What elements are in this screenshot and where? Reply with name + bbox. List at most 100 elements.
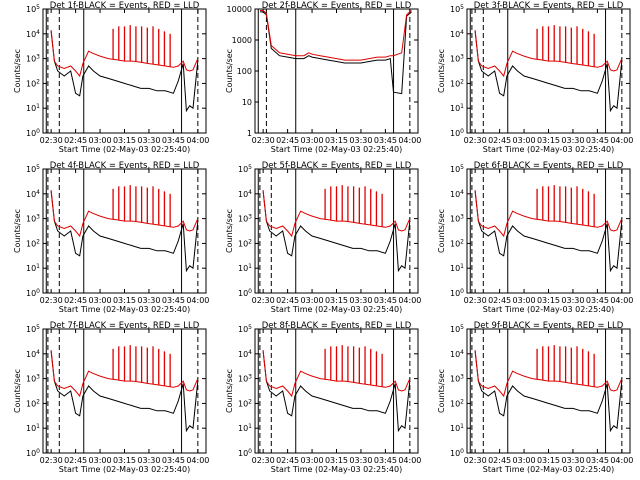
- x-tick-label: 03:00: [513, 296, 536, 305]
- x-axis-label: Start Time (02-May-03 02:25:40): [59, 145, 190, 154]
- y-tick-label: 103: [450, 374, 464, 384]
- chart-title: Det 4f-BLACK = Events, RED = LLD: [50, 161, 200, 171]
- y-tick-label: 101: [450, 103, 464, 113]
- x-axis-label: Start Time (02-May-03 02:25:40): [271, 465, 402, 474]
- x-axis-label: Start Time (02-May-03 02:25:40): [59, 465, 190, 474]
- x-tick-label: 04:00: [398, 136, 421, 145]
- events-series-line: [50, 31, 199, 113]
- y-tick-label: 105: [238, 324, 252, 334]
- x-tick-label: 03:45: [586, 296, 609, 305]
- y-tick-label: 103: [26, 54, 40, 64]
- x-axis-label: Start Time (02-May-03 02:25:40): [59, 305, 190, 314]
- x-tick-label: 03:00: [301, 456, 324, 465]
- x-tick-label: 02:30: [252, 136, 275, 145]
- y-tick-label: 100: [237, 67, 252, 76]
- y-tick-label: 100: [26, 448, 40, 458]
- x-tick-label: 02:45: [64, 456, 87, 465]
- x-tick-label: 03:00: [513, 456, 536, 465]
- y-tick-label: 105: [26, 164, 40, 174]
- events-series-line: [50, 191, 199, 273]
- x-tick-label: 02:30: [464, 456, 487, 465]
- x-tick-label: 03:30: [137, 456, 160, 465]
- lld-series-line: [259, 10, 412, 61]
- x-tick-label: 03:45: [374, 456, 397, 465]
- y-tick-label: 100: [238, 288, 252, 298]
- x-tick-label: 03:45: [374, 296, 397, 305]
- x-tick-label: 02:30: [40, 456, 63, 465]
- y-tick-label: 104: [238, 349, 252, 359]
- x-tick-label: 03:00: [301, 296, 324, 305]
- x-tick-label: 02:45: [276, 456, 299, 465]
- y-axis-label: Counts/sec: [437, 209, 446, 253]
- x-tick-label: 03:15: [113, 296, 136, 305]
- y-tick-label: 103: [450, 54, 464, 64]
- chart-panel-det4: Det 4f-BLACK = Events, RED = LLD 100 101 10…: [13, 161, 209, 314]
- y-tick-label: 103: [26, 214, 40, 224]
- y-tick-label: 103: [238, 374, 252, 384]
- x-tick-label: 04:00: [398, 296, 421, 305]
- x-tick-label: 03:00: [513, 136, 536, 145]
- chart-title: Det 5f-BLACK = Events, RED = LLD: [262, 161, 412, 171]
- y-tick-label: 100: [450, 128, 464, 138]
- x-tick-label: 02:45: [488, 456, 511, 465]
- x-tick-label: 02:30: [252, 296, 275, 305]
- y-tick-label: 100: [26, 128, 40, 138]
- x-tick-label: 03:15: [537, 296, 560, 305]
- chart-title: Det 8f-BLACK = Events, RED = LLD: [262, 321, 412, 331]
- x-tick-label: 02:30: [464, 296, 487, 305]
- chart-panel-det6: Det 6f-BLACK = Events, RED = LLD 100 101 10…: [437, 161, 633, 314]
- x-tick-label: 02:45: [64, 296, 87, 305]
- y-axis-label: Counts/sec: [225, 369, 234, 413]
- chart-panel-det5: Det 5f-BLACK = Events, RED = LLD 100 101 10…: [225, 161, 421, 314]
- x-tick-label: 04:00: [186, 296, 209, 305]
- y-tick-label: 104: [26, 29, 40, 39]
- x-axis-label: Start Time (02-May-03 02:25:40): [271, 145, 402, 154]
- y-tick-label: 102: [26, 238, 40, 248]
- y-tick-label: 102: [26, 78, 40, 88]
- y-tick-label: 104: [450, 29, 464, 39]
- x-tick-label: 03:30: [561, 456, 584, 465]
- y-tick-label: 105: [450, 4, 464, 14]
- y-tick-label: 10000: [227, 5, 252, 14]
- x-tick-label: 03:45: [162, 296, 185, 305]
- y-tick-label: 104: [450, 189, 464, 199]
- y-tick-label: 1: [247, 129, 252, 138]
- y-tick-label: 103: [450, 214, 464, 224]
- x-tick-label: 03:30: [561, 136, 584, 145]
- x-axis-label: Start Time (02-May-03 02:25:40): [483, 145, 614, 154]
- x-tick-label: 04:00: [186, 456, 209, 465]
- x-tick-label: 02:30: [40, 296, 63, 305]
- lld-series-line: [474, 30, 623, 78]
- x-tick-label: 02:30: [252, 456, 275, 465]
- chart-title: Det 1f-BLACK = Events, RED = LLD: [50, 1, 200, 11]
- x-tick-label: 03:15: [325, 136, 348, 145]
- events-series-line: [474, 31, 623, 113]
- x-tick-label: 03:45: [162, 456, 185, 465]
- y-tick-label: 102: [238, 238, 252, 248]
- chart-panel-det1: Det 1f-BLACK = Events, RED = LLD 100 101 10…: [13, 1, 209, 154]
- events-series-line: [474, 191, 623, 273]
- y-axis-label: Counts/sec: [225, 209, 234, 253]
- y-tick-label: 100: [26, 288, 40, 298]
- y-tick-label: 100: [450, 448, 464, 458]
- y-axis-label: Counts/sec: [437, 369, 446, 413]
- y-tick-label: 100: [450, 288, 464, 298]
- y-tick-label: 102: [26, 398, 40, 408]
- lld-series-line: [50, 30, 199, 78]
- y-tick-label: 104: [450, 349, 464, 359]
- lld-series-line: [262, 190, 411, 238]
- events-series-line: [262, 191, 411, 273]
- y-tick-label: 101: [238, 423, 252, 433]
- x-tick-label: 03:30: [137, 296, 160, 305]
- x-tick-label: 03:30: [349, 296, 372, 305]
- x-tick-label: 03:45: [586, 136, 609, 145]
- x-axis-label: Start Time (02-May-03 02:25:40): [483, 465, 614, 474]
- chart-title: Det 6f-BLACK = Events, RED = LLD: [474, 161, 624, 171]
- lld-series-line: [474, 350, 623, 398]
- chart-panel-det3: Det 3f-BLACK = Events, RED = LLD 100 101 10…: [437, 1, 633, 154]
- chart-title: Det 7f-BLACK = Events, RED = LLD: [50, 321, 200, 331]
- lld-series-line: [50, 350, 199, 398]
- y-axis-label: Counts/sec: [225, 49, 234, 93]
- y-tick-label: 101: [450, 263, 464, 273]
- x-tick-label: 03:15: [537, 456, 560, 465]
